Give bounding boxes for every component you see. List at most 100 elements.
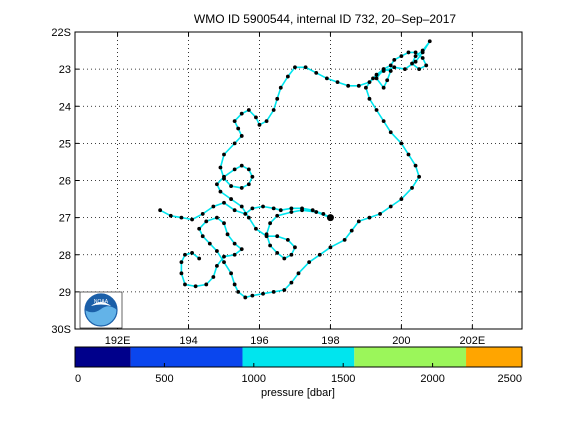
profile-point	[200, 234, 205, 239]
profile-point	[321, 212, 326, 216]
profile-point	[392, 65, 397, 70]
profile-point	[239, 204, 244, 209]
profile-point	[367, 80, 372, 85]
profile-point	[275, 213, 280, 218]
colorbar-tick-label: 1000	[242, 373, 266, 385]
profile-point	[190, 250, 194, 255]
profile-point	[200, 212, 205, 216]
profile-point	[388, 69, 393, 73]
colorbar-label: pressure [dbar]	[261, 387, 335, 399]
profile-point	[246, 182, 251, 187]
profile-point	[250, 293, 255, 298]
profile-point	[356, 219, 361, 224]
profile-point	[399, 54, 404, 59]
colorbar: 0 500 1000 1500 2000 2500 pressure [dbar]	[74, 346, 523, 399]
profile-point	[364, 85, 368, 90]
profile-point	[303, 65, 308, 70]
profile-point	[246, 167, 251, 172]
profile-point	[232, 119, 237, 123]
profile-point	[278, 208, 283, 213]
profile-point	[158, 208, 163, 213]
profile-point	[197, 256, 202, 261]
profile-point	[427, 39, 432, 44]
profile-point	[293, 245, 297, 250]
profile-point	[378, 212, 382, 216]
colorbar-tick-label: 1500	[331, 373, 355, 385]
profile-point	[310, 208, 315, 213]
x-tick-label: 192E	[105, 335, 131, 347]
profile-point	[282, 288, 287, 292]
y-tick-label: 27	[59, 213, 71, 225]
profile-point	[232, 252, 237, 257]
profile-point	[275, 250, 280, 255]
profile-markers	[158, 39, 432, 300]
profile-point	[239, 247, 244, 252]
profile-point	[324, 76, 329, 81]
profile-point	[271, 289, 276, 294]
x-tick-label: 196	[250, 335, 268, 347]
profile-point	[410, 61, 414, 66]
colorbar-ticks: 0 500 1000 1500 2000 2500	[74, 363, 523, 385]
profile-point	[215, 263, 219, 268]
float-track	[159, 40, 431, 299]
profile-point	[232, 241, 237, 246]
profile-point	[385, 78, 390, 83]
colorbar-segment	[242, 347, 355, 367]
profile-point	[268, 243, 273, 248]
x-tick-labels: 192E 194 196 198 200 202E	[105, 335, 485, 347]
y-tick-label: 26	[59, 176, 71, 188]
profile-point	[296, 271, 301, 276]
profile-point	[225, 232, 230, 237]
profile-point	[406, 152, 411, 157]
profile-point	[215, 249, 219, 253]
colorbar-tick-label: 500	[155, 373, 173, 385]
profile-point	[257, 122, 262, 127]
profile-point	[417, 174, 422, 179]
profile-point	[285, 238, 290, 242]
profile-point	[239, 134, 244, 138]
profile-point	[239, 186, 244, 190]
profile-point	[307, 260, 312, 265]
profile-point	[275, 234, 280, 239]
profile-point	[168, 213, 173, 218]
profile-point	[268, 221, 273, 226]
profile-point	[215, 182, 219, 187]
profile-point	[183, 282, 187, 287]
y-tick-label: 29	[59, 287, 71, 299]
colorbar-tick-label: 2500	[498, 373, 522, 385]
x-tick-label: 194	[179, 335, 197, 347]
profile-point	[388, 204, 393, 209]
profile-point	[300, 208, 304, 213]
profile-point	[222, 152, 226, 157]
profile-point	[346, 83, 351, 88]
profile-point	[317, 252, 322, 257]
logo-bird-icon	[91, 302, 111, 306]
y-tick-label: 25	[59, 138, 71, 150]
logo-text: NOAA	[94, 299, 109, 305]
profile-point	[236, 289, 241, 294]
profile-point	[264, 119, 269, 123]
profile-point	[236, 126, 241, 131]
profile-point	[215, 215, 219, 220]
profile-point	[239, 111, 244, 116]
profile-point	[403, 67, 407, 72]
profile-point	[218, 189, 223, 194]
chart-title: WMO ID 5900544, internal ID 732, 20–Sep–…	[194, 12, 456, 26]
profile-point	[367, 215, 372, 220]
colorbar-tick-label: 0	[75, 373, 81, 385]
profile-point	[271, 206, 276, 211]
profile-point	[381, 119, 386, 123]
profile-point	[417, 67, 422, 72]
colorbar-segment	[75, 347, 131, 367]
profile-point	[179, 271, 184, 276]
profile-point	[232, 141, 237, 146]
profile-point	[229, 197, 233, 201]
profile-point	[289, 206, 294, 211]
y-tick-label: 30S	[51, 324, 71, 336]
profile-point	[204, 282, 209, 287]
profile-point	[275, 96, 280, 101]
profile-point	[197, 226, 202, 231]
profile-point	[413, 163, 418, 168]
profile-point	[424, 63, 429, 68]
profile-point	[211, 204, 216, 209]
